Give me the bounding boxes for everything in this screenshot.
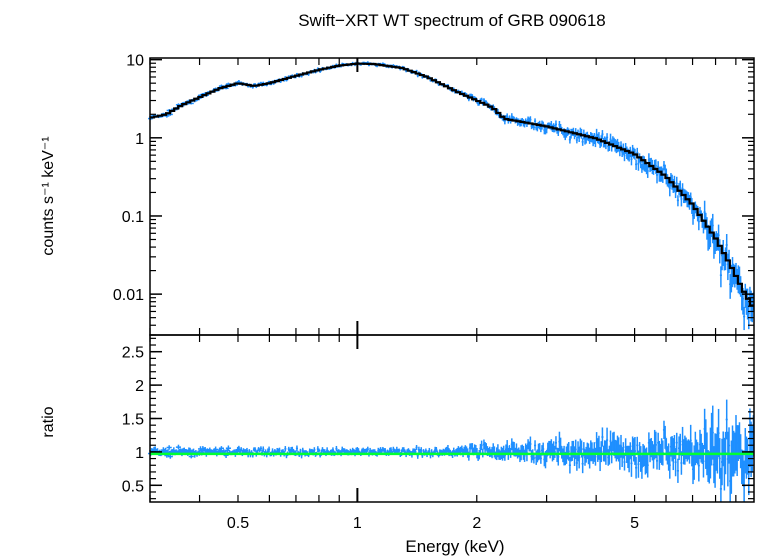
y-tick-label: 1 — [135, 445, 144, 462]
x-tick-label: 5 — [630, 515, 639, 532]
x-axis-label: Energy (keV) — [405, 537, 504, 556]
model-curve — [150, 62, 754, 307]
y-tick-label: 0.01 — [113, 287, 144, 304]
axes: 10 1 0.1 0.01 0.5 1 1.5 2 2.5 0.5 1 2 5 — [113, 53, 755, 532]
ratio-frame — [149, 334, 755, 503]
y-axis-label-spectrum: counts s⁻¹ keV⁻¹ — [40, 136, 57, 255]
ratio-panel — [148, 399, 755, 502]
y-tick-label: 0.5 — [122, 478, 144, 495]
spectrum-panel — [148, 61, 755, 331]
x-tick-label: 0.5 — [227, 515, 249, 532]
y-tick-label: 2 — [135, 378, 144, 395]
spectrum-frame — [149, 57, 755, 336]
y-tick-label: 10 — [126, 53, 144, 70]
x-tick-label: 2 — [472, 515, 481, 532]
y-tick-label: 2.5 — [122, 345, 144, 362]
y-tick-label: 1 — [135, 131, 144, 148]
y-axis-label-ratio: ratio — [40, 406, 57, 437]
x-tick-label: 1 — [353, 515, 362, 532]
y-tick-label: 0.1 — [122, 209, 144, 226]
chart-title: Swift−XRT WT spectrum of GRB 090618 — [298, 11, 606, 30]
y-tick-label: 1.5 — [122, 412, 144, 429]
